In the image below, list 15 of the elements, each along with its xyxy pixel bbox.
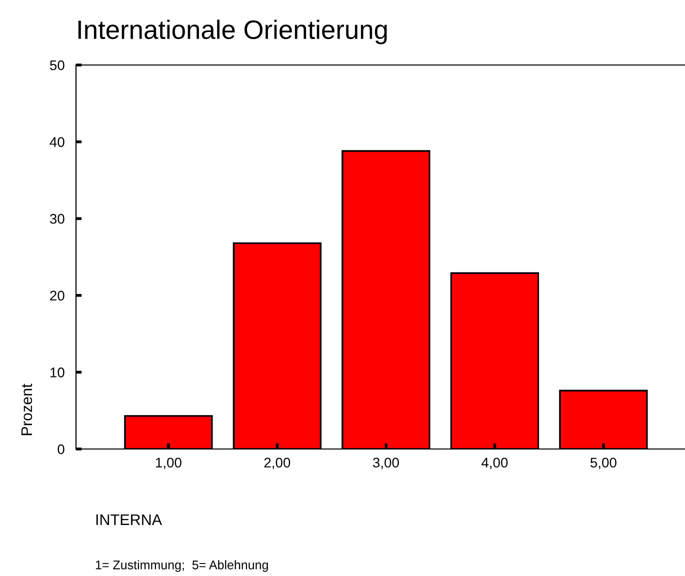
x-tick-label: 5,00: [590, 458, 616, 470]
text: 1= Zustimmung; 5= Ablehnung: [96, 560, 268, 572]
y-tick-label: 40: [50, 137, 64, 147]
chart-title: Internationale Orientierung: [78, 20, 387, 44]
y-tick-label: 50: [50, 60, 64, 70]
y-axis-title: Prozent: [21, 384, 32, 436]
x-tick-label: 3,00: [372, 458, 399, 470]
y-tick-label: 10: [50, 368, 64, 378]
x-tick-label: 4,00: [481, 458, 508, 470]
x-tick-label: 1,00: [156, 458, 182, 470]
y-tick-label: 30: [50, 214, 64, 224]
y-tick-label: 20: [50, 290, 64, 301]
y-tick-label: 0: [58, 444, 64, 454]
x-tick-label: 2,00: [264, 458, 290, 470]
x-axis-title: INTERNA: [96, 514, 162, 525]
